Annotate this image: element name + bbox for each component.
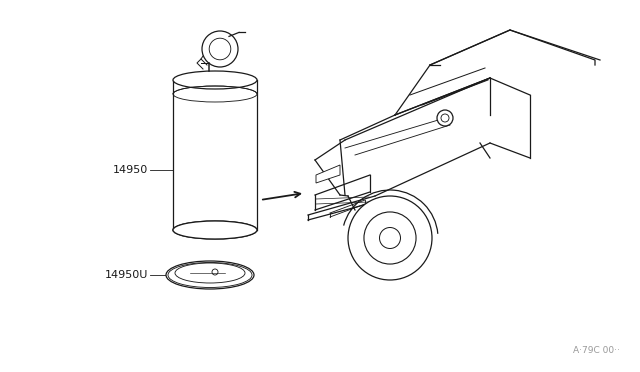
Circle shape — [364, 212, 416, 264]
Ellipse shape — [173, 221, 257, 239]
Circle shape — [209, 38, 231, 60]
Circle shape — [212, 269, 218, 275]
Circle shape — [380, 228, 401, 248]
Circle shape — [202, 31, 238, 67]
Circle shape — [437, 110, 453, 126]
Ellipse shape — [175, 263, 245, 283]
Ellipse shape — [168, 263, 252, 288]
Polygon shape — [316, 165, 340, 183]
Circle shape — [348, 196, 432, 280]
Polygon shape — [173, 80, 257, 230]
Ellipse shape — [173, 221, 257, 239]
Text: 14950U: 14950U — [104, 270, 148, 280]
Text: 14950: 14950 — [113, 165, 148, 175]
Text: A·79C 00··: A·79C 00·· — [573, 346, 620, 355]
Circle shape — [441, 114, 449, 122]
Ellipse shape — [173, 71, 257, 89]
Ellipse shape — [166, 261, 254, 289]
